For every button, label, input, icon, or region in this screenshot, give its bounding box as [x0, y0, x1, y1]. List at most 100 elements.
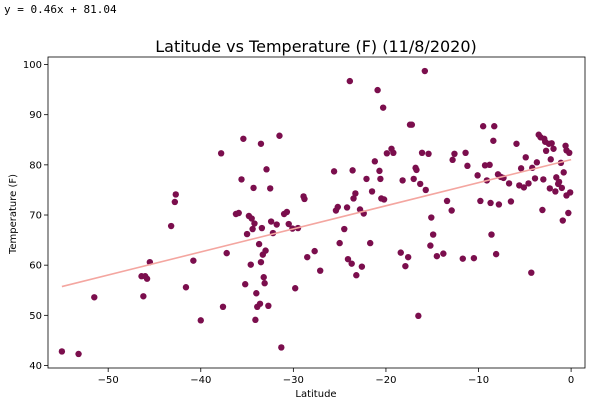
- y-axis-label: Temperature (F): [8, 174, 19, 255]
- data-point: [197, 317, 204, 324]
- data-point: [343, 204, 351, 211]
- data-point: [550, 145, 557, 152]
- data-point: [491, 123, 498, 130]
- data-point: [352, 190, 359, 197]
- data-point: [371, 158, 379, 165]
- data-point: [546, 185, 554, 192]
- y-tick-label: 60: [29, 261, 42, 272]
- data-point: [262, 247, 269, 254]
- data-point: [255, 240, 263, 248]
- data-point: [380, 196, 388, 203]
- data-point: [474, 172, 481, 179]
- data-point: [171, 198, 179, 206]
- data-point: [349, 167, 356, 174]
- data-point: [404, 253, 412, 261]
- data-point: [58, 348, 66, 355]
- data-point: [470, 254, 478, 262]
- data-point: [253, 290, 260, 297]
- data-point: [558, 184, 566, 192]
- data-point: [243, 230, 251, 238]
- data-point: [376, 167, 383, 175]
- data-point: [256, 300, 264, 307]
- data-point: [301, 195, 308, 203]
- data-point: [539, 206, 546, 214]
- data-point: [492, 250, 500, 258]
- plot-area: −50 −40 −30 −20 −10 0 40 50 60 70 80 90 100: [23, 56, 586, 386]
- data-point: [429, 231, 437, 238]
- data-point: [427, 242, 434, 249]
- data-point: [276, 132, 283, 139]
- data-point: [563, 192, 570, 199]
- data-point: [486, 161, 493, 169]
- data-point: [75, 350, 82, 358]
- data-point: [219, 303, 227, 311]
- data-point: [487, 199, 494, 207]
- data-point: [311, 247, 318, 255]
- y-tick-label: 70: [29, 211, 42, 222]
- data-point: [235, 209, 242, 217]
- data-point: [341, 225, 348, 233]
- data-point: [304, 253, 311, 261]
- data-point: [547, 156, 554, 163]
- regression-line: [61, 158, 572, 288]
- data-point: [528, 269, 535, 276]
- data-point: [505, 180, 513, 187]
- y-tick-label: 80: [29, 160, 42, 171]
- chart-title: Latitude vs Temperature (F) (11/8/2020): [155, 37, 477, 56]
- data-point: [267, 185, 274, 192]
- data-point: [507, 198, 515, 205]
- data-point: [449, 156, 456, 164]
- data-point: [317, 267, 324, 274]
- data-point: [443, 197, 451, 205]
- data-point: [140, 293, 147, 300]
- data-point: [367, 239, 374, 247]
- data-point: [374, 86, 381, 94]
- data-point: [167, 222, 175, 230]
- data-point: [560, 169, 567, 176]
- data-point: [397, 249, 404, 256]
- data-point: [250, 184, 257, 192]
- data-point: [348, 260, 355, 267]
- data-point: [240, 135, 247, 142]
- y-tick-label: 100: [23, 60, 42, 71]
- data-point: [462, 149, 469, 157]
- data-point: [252, 316, 259, 324]
- data-point: [555, 178, 563, 186]
- data-point: [267, 218, 275, 225]
- data-point: [273, 221, 280, 228]
- data-point: [533, 159, 541, 166]
- data-point: [410, 175, 417, 183]
- x-axis-label: Latitude: [295, 389, 336, 400]
- data-point: [334, 203, 341, 211]
- data-point: [559, 217, 566, 224]
- data-point: [283, 208, 291, 216]
- data-point: [190, 257, 197, 264]
- data-point: [91, 294, 98, 301]
- data-point: [172, 191, 179, 198]
- data-point: [520, 184, 528, 191]
- data-point: [350, 195, 357, 202]
- x-tick-label: −30: [283, 375, 304, 386]
- data-point: [416, 180, 424, 188]
- data-point: [143, 275, 151, 282]
- y-tick-label: 40: [29, 361, 42, 372]
- data-point: [247, 261, 254, 268]
- data-point: [383, 150, 391, 157]
- data-point: [258, 224, 266, 232]
- data-point: [425, 150, 432, 158]
- data-point: [238, 176, 245, 183]
- data-point: [477, 197, 484, 205]
- data-point: [517, 165, 525, 172]
- data-point: [481, 162, 489, 169]
- data-point: [552, 188, 559, 195]
- data-point: [363, 175, 370, 183]
- data-point: [242, 281, 249, 288]
- data-point: [182, 284, 190, 291]
- data-point: [495, 201, 503, 208]
- data-point: [440, 250, 447, 257]
- data-point: [249, 225, 256, 233]
- data-point: [257, 140, 265, 147]
- data-point: [265, 302, 272, 309]
- data-point: [368, 188, 376, 195]
